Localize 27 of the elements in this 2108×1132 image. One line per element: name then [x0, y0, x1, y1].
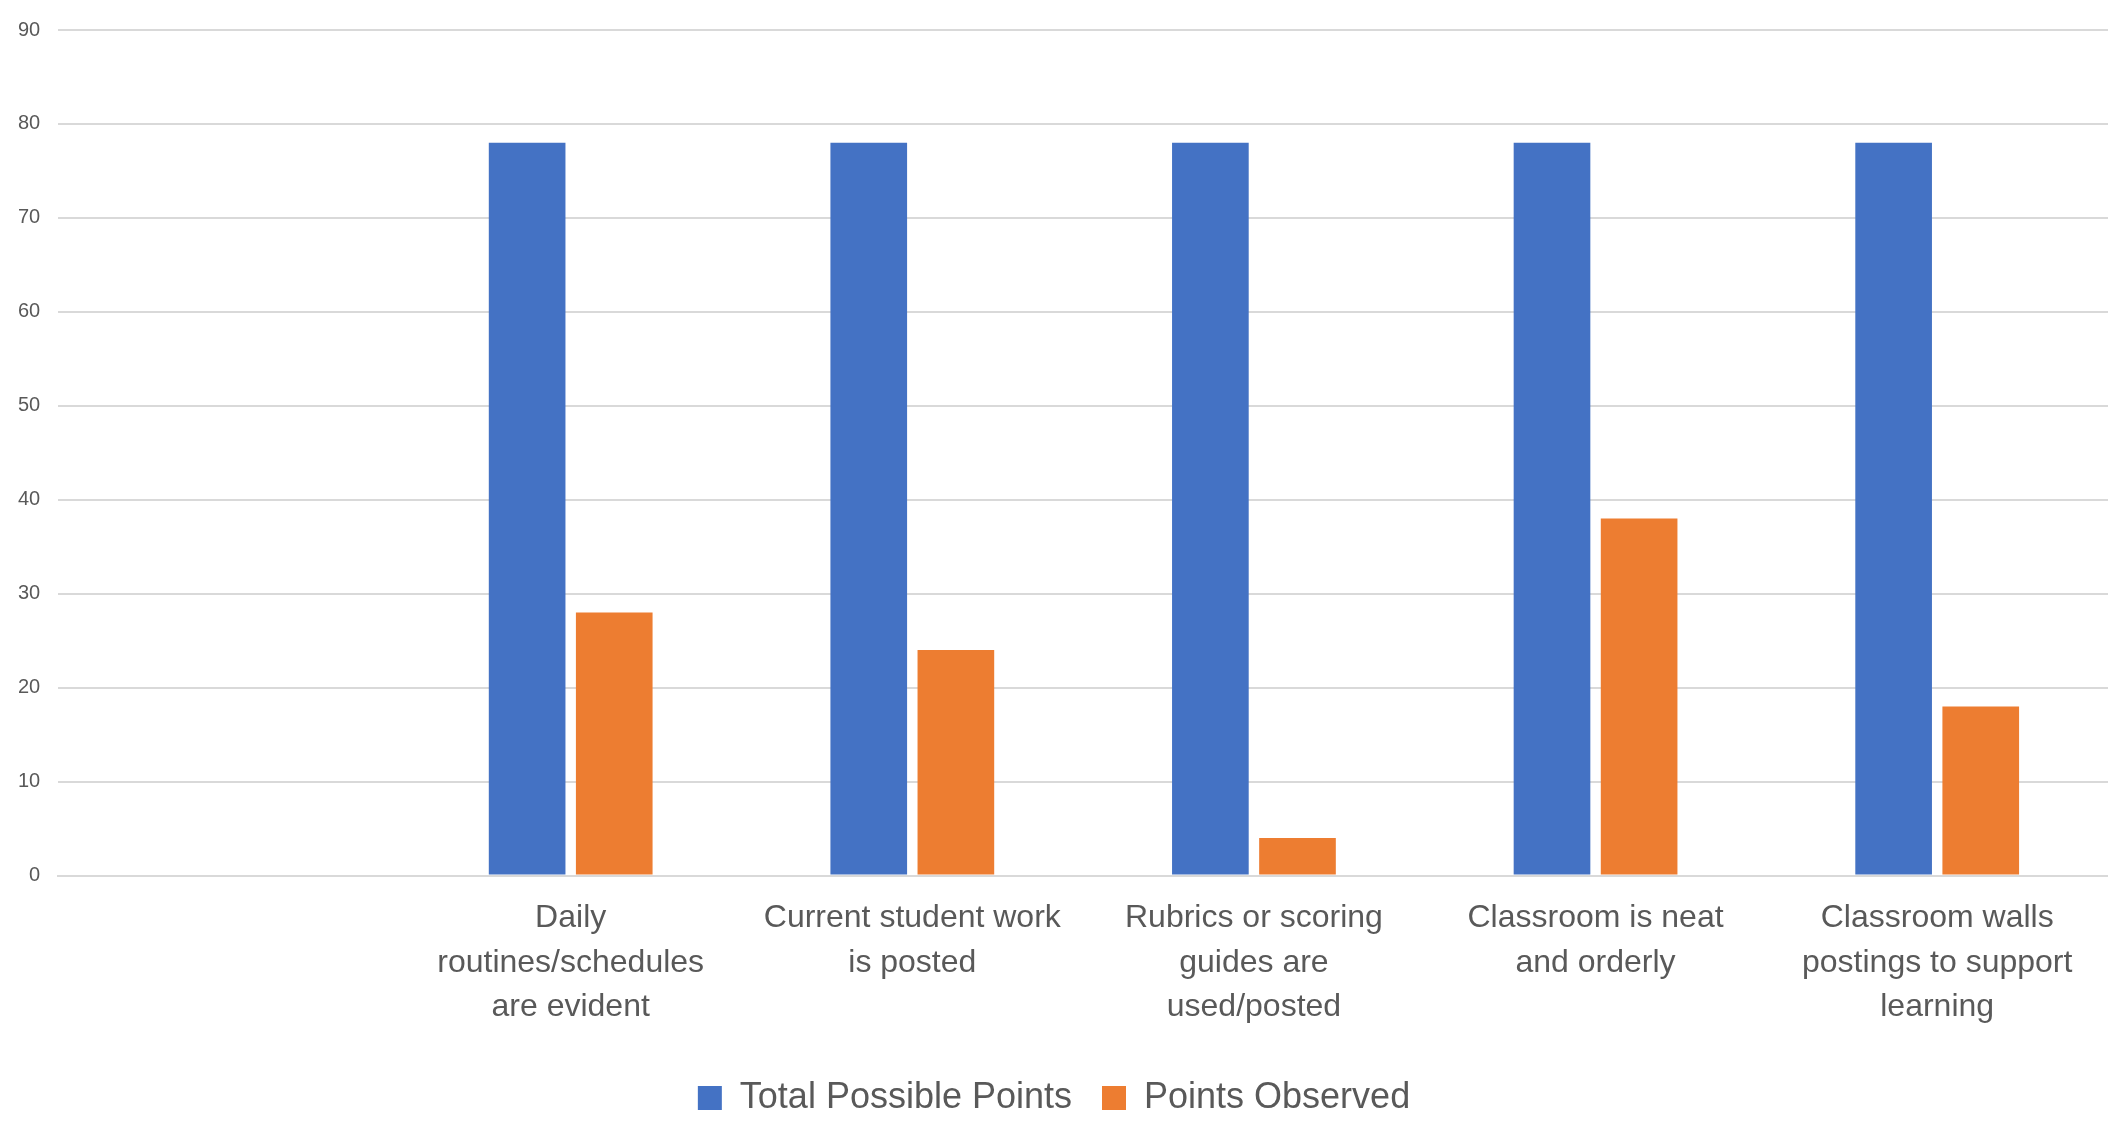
bar [1172, 142, 1249, 875]
bar [917, 650, 995, 875]
y-tick-label: 90 [18, 17, 41, 40]
y-tick-label: 50 [18, 393, 41, 416]
y-tick-label: 10 [18, 769, 41, 792]
y-tick-label: 80 [18, 111, 41, 134]
bar [488, 142, 566, 875]
y-tick-label: 70 [18, 205, 41, 228]
bar [1942, 706, 2020, 875]
bar [1600, 518, 1678, 875]
bar [830, 142, 908, 875]
legend-label: Total Possible Points [739, 1074, 1073, 1116]
y-tick-label: 20 [18, 675, 41, 698]
bar [575, 612, 653, 875]
legend-label: Points Observed [1144, 1074, 1411, 1116]
x-tick-label: Daily routines/schedules are evident [437, 897, 705, 1024]
y-tick-label: 40 [18, 487, 41, 510]
x-tick-label: Classroom is neat and orderly [1467, 897, 1724, 979]
bar [1513, 142, 1591, 875]
x-tick-label: Classroom walls postings to support learning [1801, 897, 2073, 1024]
y-tick-label: 60 [18, 299, 41, 322]
y-tick-label: 0 [29, 863, 41, 886]
bar [1855, 142, 1932, 875]
x-tick-label: Rubrics or scoring guides are used/posted [1125, 897, 1383, 1024]
y-tick-label: 30 [18, 581, 41, 604]
x-tick-label: Current student work is posted [763, 897, 1062, 979]
bar [1259, 838, 1336, 875]
